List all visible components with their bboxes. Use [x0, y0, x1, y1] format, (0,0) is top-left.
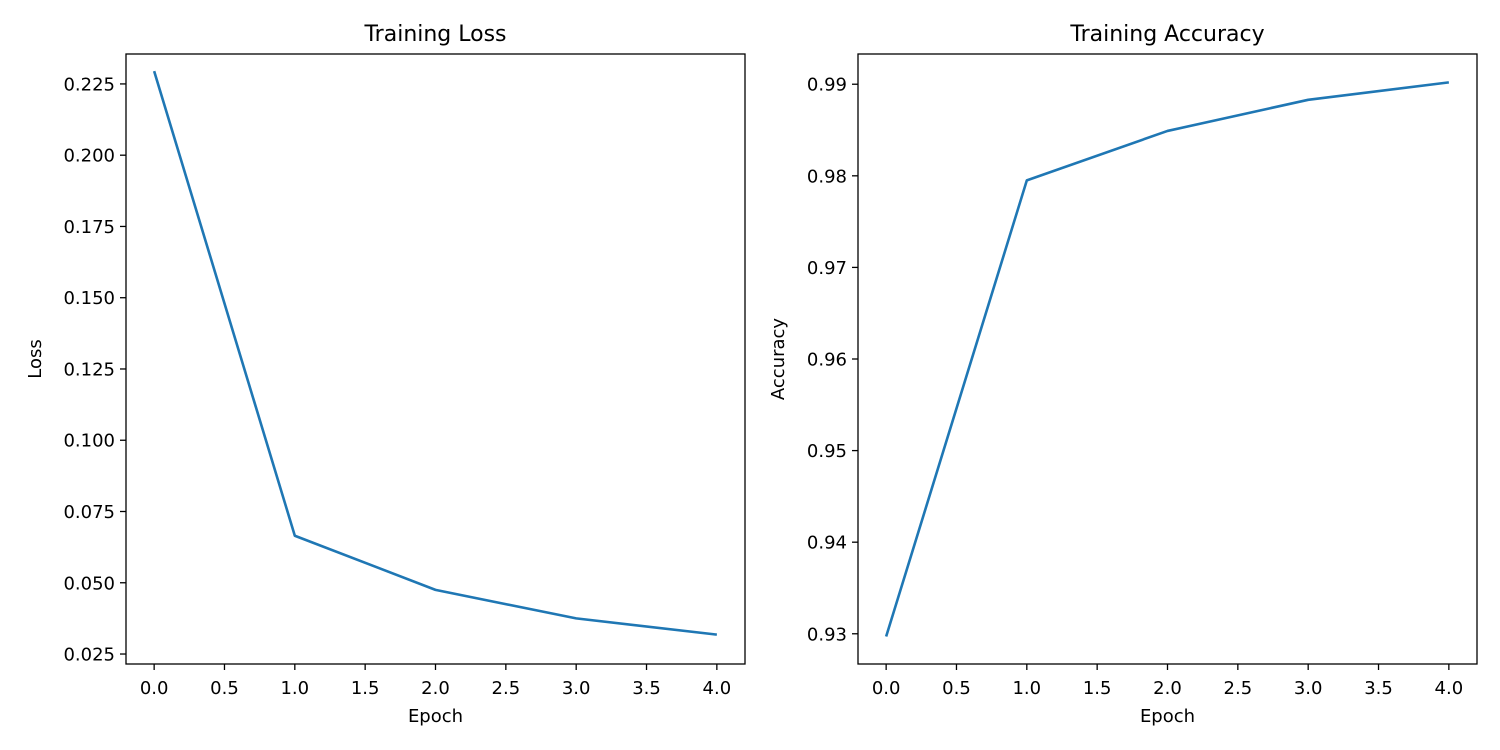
y-tick-label: 0.97 — [807, 258, 847, 279]
y-tick-label: 0.175 — [63, 217, 115, 238]
chart-accuracy: Training Accuracy 0.0 0.5 1.0 1.5 2.0 2.5 3.0 3.… — [768, 22, 1478, 727]
series-line — [152, 70, 718, 636]
y-tick-label: 0.225 — [63, 74, 115, 95]
chart-title: Training Accuracy — [1069, 22, 1264, 47]
y-tick-label: 0.125 — [63, 359, 115, 380]
x-tick-label: 2.0 — [421, 678, 450, 699]
x-tick-label: 2.0 — [1153, 678, 1182, 699]
y-axis-label: Accuracy — [768, 318, 789, 401]
x-tick-label: 1.0 — [1012, 678, 1041, 699]
x-tick-label: 1.0 — [280, 678, 309, 699]
x-tick-label: 3.0 — [1294, 678, 1323, 699]
x-tick-label: 3.5 — [1364, 678, 1393, 699]
charts: Training Loss 0.0 0.5 1.0 1.5 2.0 2.5 3.0 3.5 4.0… — [25, 22, 1478, 727]
x-tick-label: 0.0 — [140, 678, 169, 699]
y-tick-label: 0.100 — [63, 431, 115, 452]
x-tick-label: 1.5 — [351, 678, 380, 699]
y-tick-label: 0.99 — [807, 75, 847, 96]
y-tick-label: 0.93 — [807, 624, 847, 645]
x-tick-label: 2.5 — [492, 678, 521, 699]
x-tick-label: 0.0 — [872, 678, 901, 699]
x-tick-label: 2.5 — [1224, 678, 1253, 699]
y-tick-label: 0.075 — [63, 502, 115, 523]
x-tick-label: 1.5 — [1083, 678, 1112, 699]
y-tick-label: 0.96 — [807, 350, 847, 371]
y-tick-label: 0.200 — [63, 146, 115, 167]
x-axis-label: Epoch — [408, 706, 463, 727]
chart-loss: Training Loss 0.0 0.5 1.0 1.5 2.0 2.5 3.0 3.5 4.0… — [25, 22, 746, 727]
y-tick-label: 0.95 — [807, 441, 847, 462]
x-tick-label: 4.0 — [1435, 678, 1464, 699]
y-tick-label: 0.025 — [63, 645, 115, 666]
x-tick-label: 0.5 — [942, 678, 971, 699]
y-tick-label: 0.94 — [807, 533, 847, 554]
chart-title: Training Loss — [363, 22, 506, 47]
x-tick-label: 3.0 — [562, 678, 591, 699]
y-tick-label: 0.98 — [807, 166, 847, 187]
y-tick-label: 0.150 — [63, 288, 115, 309]
x-tick-label: 3.5 — [632, 678, 661, 699]
y-axis-label: Loss — [25, 339, 46, 378]
x-axis-label: Epoch — [1140, 706, 1195, 727]
x-tick-label: 4.0 — [703, 678, 732, 699]
x-tick-label: 0.5 — [210, 678, 239, 699]
series-line — [884, 81, 1450, 637]
y-tick-label: 0.050 — [63, 573, 115, 594]
